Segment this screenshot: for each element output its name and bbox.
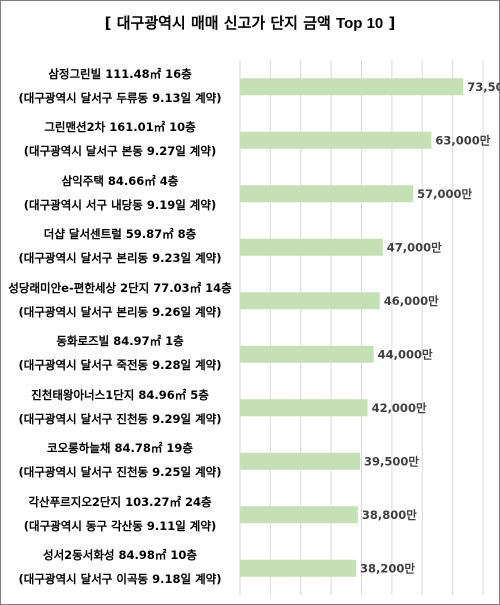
data-label: 39,500만 <box>364 454 419 468</box>
bar <box>240 238 383 256</box>
bar <box>240 78 464 96</box>
category-label-address: (대구광역시 달서구 진천동 9.25일 계약) <box>18 465 222 480</box>
category-label-name: 더샵 달서센트럴 59.87㎡ 8층 <box>43 227 197 242</box>
bar <box>240 185 414 203</box>
title-top10: Top 10 <box>336 15 384 32</box>
data-label: 46,000만 <box>384 294 439 308</box>
category-label-name: 진천태왕아너스1단지 84.96㎡ 5층 <box>31 387 209 402</box>
category-label-address: (대구광역시 달서구 이곡동 9.18일 계약) <box>18 572 222 587</box>
category-label-address: (대구광역시 달서구 진천동 9.29일 계약) <box>18 411 222 426</box>
data-label: 73,500만 <box>467 80 500 94</box>
data-label: 47,000만 <box>387 240 442 254</box>
category-label-name: 그린맨션2차 161.01㎡ 10층 <box>44 120 196 135</box>
data-label: 42,000만 <box>372 401 427 415</box>
category-label-name: 삼익주택 84.66㎡ 4층 <box>61 173 179 188</box>
data-label: 38,800만 <box>362 508 417 522</box>
category-label-name: 코오롱하늘채 84.78㎡ 19층 <box>47 441 193 456</box>
category-label-address: (대구광역시 동구 각산동 9.11일 계약) <box>23 518 217 533</box>
category-label-address: (대구광역시 달서구 본리동 9.26일 계약) <box>18 304 222 319</box>
bar <box>240 345 374 363</box>
category-label-address: (대구광역시 달서구 본리동 9.23일 계약) <box>18 251 222 266</box>
bar <box>240 399 368 417</box>
bar <box>240 506 358 524</box>
bar <box>240 292 380 310</box>
data-label: 57,000만 <box>417 187 472 201</box>
title-bracket: ] <box>383 14 396 32</box>
category-label-name: 삼정그린빌 111.48㎡ 16층 <box>48 66 192 81</box>
bar <box>240 131 432 149</box>
data-label: 44,000만 <box>378 347 433 361</box>
category-label-name: 성당래미안e-편한세상 2단지 77.03㎡ 14층 <box>8 280 232 295</box>
category-label-address: (대구광역시 달서구 두류동 9.13일 계약) <box>18 90 222 105</box>
category-label-name: 각산푸르지오2단지 103.27㎡ 24층 <box>28 494 212 509</box>
data-label: 63,000만 <box>435 133 490 147</box>
category-label-address: (대구광역시 달서구 본동 9.27일 계약) <box>23 144 217 159</box>
bar <box>240 559 357 577</box>
bar <box>240 452 360 470</box>
title-text: [ 대구광역시 매매 신고가 단지 금액 <box>104 14 337 32</box>
data-label: 38,200만 <box>360 561 415 575</box>
category-label-name: 성서2동서화성 84.98㎡ 10층 <box>43 548 197 563</box>
category-label-name: 동화로즈빌 84.97㎡ 1층 <box>56 334 184 349</box>
category-label-address: (대구광역시 달서구 죽전동 9.28일 계약) <box>18 358 222 373</box>
chart-title: [ 대구광역시 매매 신고가 단지 금액 Top 10 ] <box>0 12 500 33</box>
category-label-address: (대구광역시 서구 내당동 9.19일 계약) <box>23 197 217 212</box>
